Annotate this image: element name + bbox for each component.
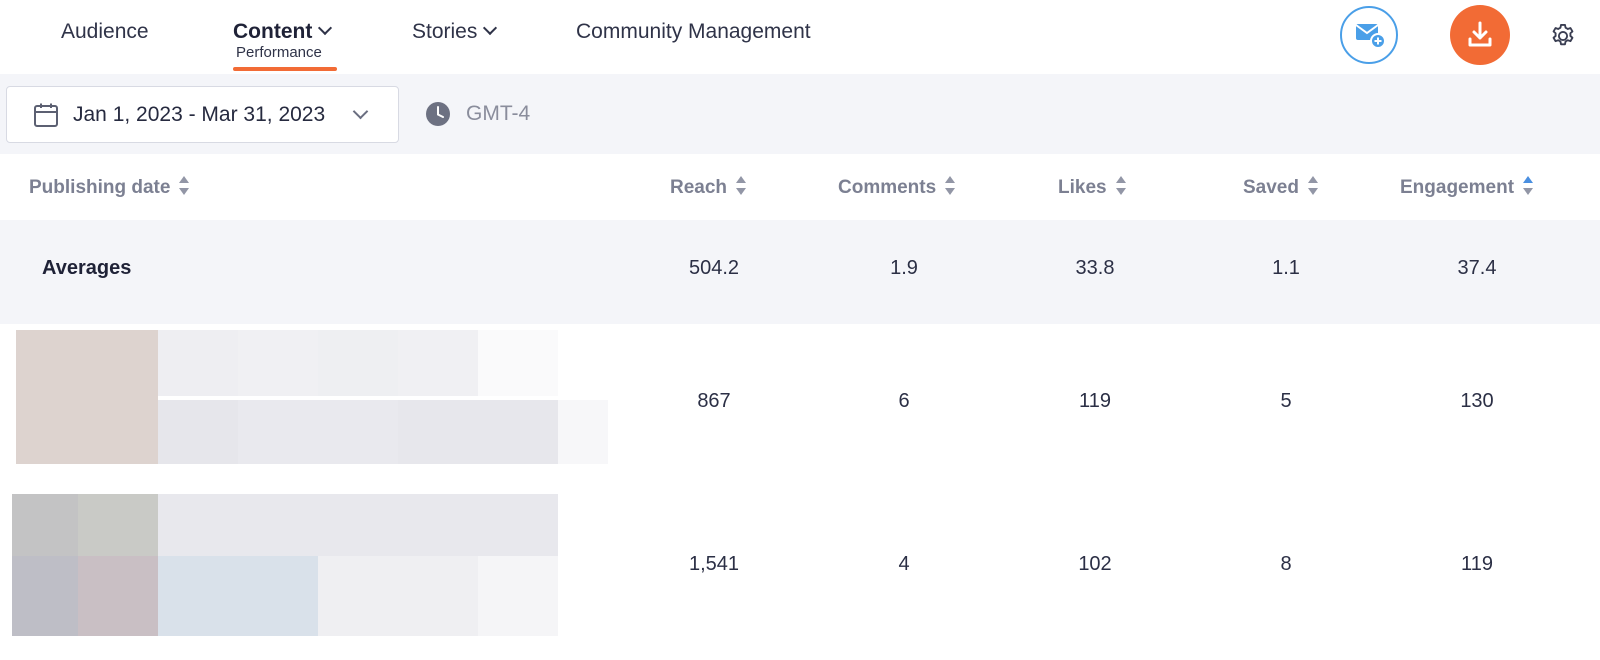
column-saved[interactable]: Saved [1243, 176, 1319, 200]
timezone-label: GMT-4 [466, 102, 531, 125]
chevron-down-icon [483, 20, 498, 36]
table-header: Publishing date Reach Comments Likes Sav… [0, 154, 1600, 220]
row-engagement: 130 [1460, 390, 1494, 412]
column-publishing-date[interactable]: Publishing date [29, 176, 190, 200]
row-comments: 6 [898, 390, 910, 412]
sort-icon [1307, 174, 1319, 198]
tab-stories[interactable]: Stories [412, 20, 498, 44]
column-likes[interactable]: Likes [1058, 176, 1127, 200]
mail-report-button[interactable] [1340, 6, 1398, 64]
row-saved: 8 [1280, 553, 1292, 575]
row-likes: 119 [1079, 390, 1111, 412]
active-tab-indicator [233, 67, 337, 71]
tab-content-label: Content [233, 20, 313, 43]
row-engagement: 119 [1461, 553, 1493, 575]
chevron-down-icon [352, 103, 369, 120]
averages-label: Averages [42, 257, 132, 279]
tab-community-management[interactable]: Community Management [576, 20, 811, 44]
gear-icon[interactable] [1549, 22, 1577, 50]
column-label: Comments [838, 177, 937, 199]
averages-engagement: 37.4 [1457, 257, 1497, 279]
top-navigation: Audience Content Performance Stories Com… [0, 0, 1600, 74]
download-button[interactable] [1450, 5, 1510, 65]
column-engagement[interactable]: Engagement [1400, 176, 1534, 200]
calendar-icon [34, 103, 58, 127]
post-preview-blurred [12, 494, 572, 636]
tab-community-label: Community Management [576, 20, 811, 43]
column-reach[interactable]: Reach [670, 176, 747, 200]
download-icon [1468, 21, 1492, 47]
column-label: Saved [1243, 177, 1299, 199]
column-label: Publishing date [29, 177, 171, 199]
tab-audience-label: Audience [61, 20, 149, 43]
sort-icon [944, 174, 956, 198]
date-range-picker[interactable]: Jan 1, 2023 - Mar 31, 2023 [6, 86, 399, 143]
averages-comments: 1.9 [890, 257, 918, 279]
tab-content-subtitle: Performance [236, 44, 322, 61]
row-saved: 5 [1280, 390, 1292, 412]
mail-plus-icon [1355, 24, 1386, 49]
row-reach: 1,541 [688, 553, 740, 575]
sort-icon [735, 174, 747, 198]
column-label: Engagement [1400, 177, 1515, 199]
tab-audience[interactable]: Audience [61, 20, 149, 44]
row-likes: 102 [1078, 553, 1112, 575]
row-reach: 867 [697, 390, 731, 412]
filter-bar: Jan 1, 2023 - Mar 31, 2023 GMT-4 [0, 74, 1600, 154]
row-comments: 4 [898, 553, 910, 575]
averages-likes: 33.8 [1075, 257, 1115, 279]
date-range-value: Jan 1, 2023 - Mar 31, 2023 [73, 103, 326, 126]
table-row[interactable]: 1,541 4 102 8 119 [0, 490, 1600, 660]
sort-icon-active [1522, 174, 1534, 198]
chevron-down-icon [318, 20, 333, 36]
tab-content[interactable]: Content [233, 20, 333, 44]
clock-icon [426, 102, 450, 126]
averages-saved: 1.1 [1272, 257, 1300, 279]
sort-icon [178, 174, 190, 198]
averages-row: Averages 504.2 1.9 33.8 1.1 37.4 [0, 220, 1600, 324]
column-label: Reach [670, 177, 728, 199]
column-comments[interactable]: Comments [838, 176, 956, 200]
post-preview-blurred [12, 330, 612, 464]
table-row[interactable]: 867 6 119 5 130 [0, 324, 1600, 490]
averages-reach: 504.2 [688, 257, 740, 279]
column-label: Likes [1058, 177, 1107, 199]
tab-stories-label: Stories [412, 20, 478, 43]
sort-icon [1115, 174, 1127, 198]
